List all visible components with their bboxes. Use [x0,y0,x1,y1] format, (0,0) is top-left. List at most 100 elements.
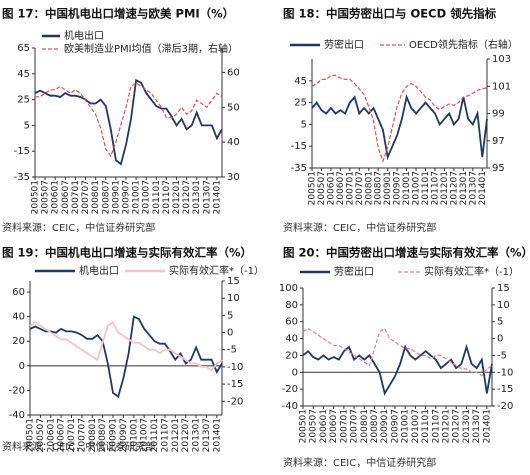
x-tick-label: 201107 [162,180,172,214]
legend-label: 实际有效汇率*（-1） [169,264,264,277]
y2-tick-label: 60 [227,67,240,78]
y-tick-label: 25 [17,95,30,106]
x-tick-label: 201307 [472,409,482,443]
y-tick-label: 5 [301,119,307,130]
y-tick-label: 25 [294,98,307,109]
y-tick-label: -15 [14,146,30,157]
y-tick-label: 40 [12,312,25,323]
x-tick-label: 201107 [160,418,170,452]
x-tick-label: 201207 [181,418,191,452]
x-tick-label: 201101 [150,418,160,452]
x-tick-label: 200607 [329,409,339,443]
x-tick-label: 200601 [51,180,61,214]
y-tick-label: 5 [24,120,30,131]
y-tick-label: 45 [294,76,307,87]
y-tick-label: -35 [291,163,307,174]
x-tick-label: 200707 [350,409,360,443]
x-tick-label: 200807 [101,180,111,214]
y2-tick-label: 10 [227,293,240,304]
y2-tick-label: 50 [227,102,240,113]
x-tick-label: 201201 [171,418,181,452]
series-line [311,74,488,164]
x-tick-label: 201307 [468,171,478,205]
x-tick-label: 200707 [81,180,91,214]
x-tick-label: 200907 [390,409,400,443]
x-tick-label: 200507 [41,180,51,214]
x-tick-label: 200901 [111,180,121,214]
y2-tick-label: 5 [497,317,503,328]
source-note: 资料来源：CEIC，中信证券研究部 [2,440,155,453]
x-tick-label: 201001 [402,171,412,205]
y-tick-label: -15 [291,141,307,152]
y-tick-label: 80 [285,300,298,311]
x-tick-label: 201307 [202,418,212,452]
x-tick-label: 201207 [182,180,192,214]
x-tick-label: 200601 [46,418,56,452]
x-tick-label: 200901 [109,418,119,452]
y-tick-label: -40 [282,401,298,412]
y2-tick-label: 0 [497,334,503,345]
y2-tick-label: 101 [492,81,511,92]
x-tick-label: 200507 [309,409,319,443]
x-tick-label: 200807 [370,409,380,443]
y2-tick-label: -5 [227,345,237,356]
y-tick-label: 45 [17,69,30,80]
x-tick-label: 200507 [36,418,46,452]
y-tick-label: 0 [292,367,298,378]
x-tick-label: 201301 [459,171,469,205]
x-tick-label: 201201 [172,180,182,214]
x-tick-label: 201401 [478,171,488,205]
x-tick-label: 200501 [26,418,36,452]
x-tick-label: 201401 [212,418,222,452]
x-tick-label: 201101 [421,171,431,205]
x-tick-label: 200701 [345,171,355,205]
x-tick-label: 201007 [412,171,422,205]
y-tick-label: 20 [285,350,298,361]
legend-label: OECD领先指标（右轴） [409,38,518,51]
chart-title: 图 17：中国机电出口增速与欧美 PMI（%） [2,7,234,21]
x-tick-label: 200701 [67,418,77,452]
source-note: 资料来源：CEIC，中信证券研究部 [283,456,436,469]
series-line [35,82,223,158]
x-tick-label: 201007 [140,418,150,452]
x-tick-label: 201107 [430,171,440,205]
y2-tick-label: -5 [497,350,507,361]
x-tick-label: 200507 [317,171,327,205]
series-line [29,315,223,399]
x-tick-label: 200807 [374,171,384,205]
x-tick-label: 201107 [431,409,441,443]
x-tick-label: 200501 [31,180,41,214]
y-tick-label: -35 [14,172,30,183]
y2-tick-label: 30 [227,172,240,183]
legend-label: 机电出口 [64,29,104,42]
x-tick-label: 200907 [121,180,131,214]
x-tick-label: 200701 [71,180,81,214]
y2-tick-label: -20 [227,396,243,407]
x-tick-label: 201007 [411,409,421,443]
x-tick-label: 201001 [129,418,139,452]
x-tick-label: 200607 [336,171,346,205]
x-tick-label: 200601 [326,171,336,205]
legend-label: 机电出口 [79,264,119,277]
y-tick-label: 100 [279,283,298,294]
x-tick-label: 200901 [383,171,393,205]
x-tick-label: 201001 [132,180,142,214]
x-tick-label: 201101 [152,180,162,214]
x-tick-label: 201207 [452,409,462,443]
legend-label: 劳密出口 [324,38,364,51]
x-tick-label: 200501 [308,171,318,205]
legend-label: 欧美制造业PMI均值（滞后3期，右轴） [64,42,238,55]
x-tick-label: 201201 [442,409,452,443]
y2-tick-label: 97 [492,136,505,147]
x-tick-label: 200901 [380,409,390,443]
y-tick-label: -20 [9,385,25,396]
x-tick-label: 200801 [364,171,374,205]
series-line [302,343,493,396]
y-tick-label: 20 [12,336,25,347]
legend-label: 劳密出口 [334,265,374,278]
x-tick-label: 201201 [440,171,450,205]
y2-tick-label: -10 [497,367,513,378]
x-tick-label: 200707 [355,171,365,205]
x-tick-label: 200801 [360,409,370,443]
